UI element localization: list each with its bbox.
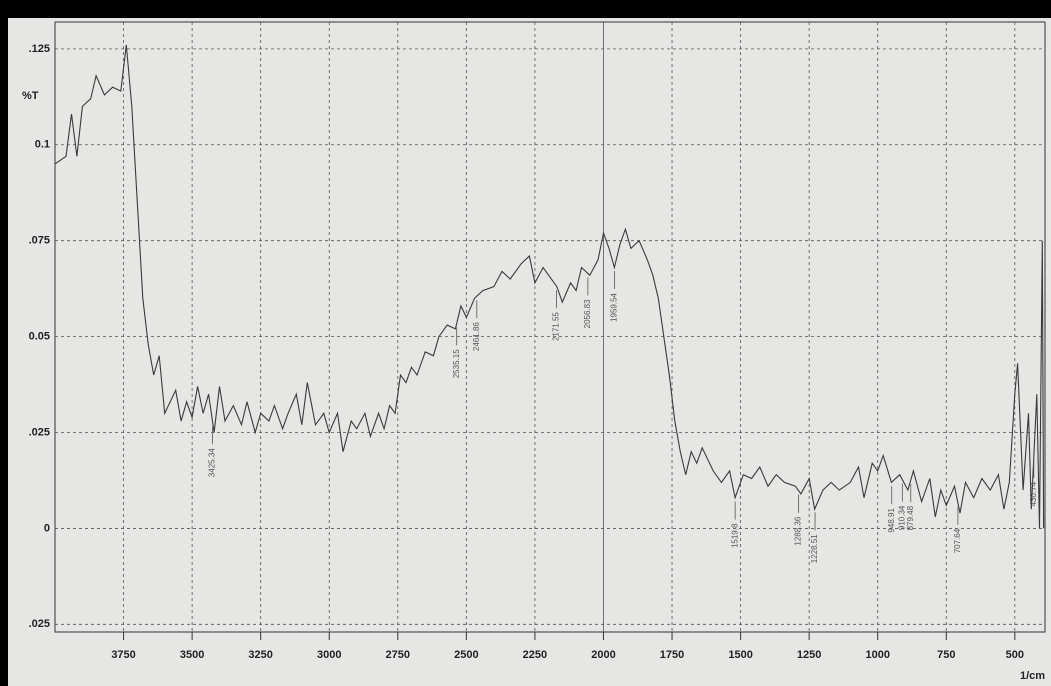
plot-frame bbox=[54, 21, 1046, 633]
x-tick-label: 1750 bbox=[660, 649, 684, 661]
y-tick-label: .025 bbox=[29, 426, 50, 438]
x-tick-label: 500 bbox=[1006, 649, 1024, 661]
peak-label: 879.48 bbox=[906, 505, 915, 530]
x-tick-label: 2750 bbox=[386, 649, 410, 661]
y-axis-label: %T bbox=[22, 90, 39, 102]
peak-label: 948.91 bbox=[887, 508, 896, 533]
x-tick-label: 1500 bbox=[728, 649, 752, 661]
peak-label: 1959.54 bbox=[610, 292, 619, 321]
x-tick-label: 3500 bbox=[180, 649, 204, 661]
peak-label: 707.64 bbox=[953, 528, 962, 553]
x-tick-label: 2000 bbox=[591, 649, 615, 661]
x-axis-label: 1/cm bbox=[1020, 670, 1045, 682]
x-tick-label: 750 bbox=[937, 649, 955, 661]
peak-label: 3425.34 bbox=[208, 448, 217, 477]
x-tick-label: 2500 bbox=[454, 649, 478, 661]
x-tick-label: 3000 bbox=[317, 649, 341, 661]
peak-label: 2461.86 bbox=[472, 322, 481, 351]
spectrum-line bbox=[54, 44, 1045, 529]
peak-label: 430.74 bbox=[1029, 481, 1038, 506]
x-tick-label: 3750 bbox=[111, 649, 135, 661]
y-tick-label: 0.1 bbox=[35, 139, 50, 151]
y-tick-label: 0 bbox=[44, 522, 50, 534]
y-tick-label: .075 bbox=[29, 235, 50, 247]
y-tick-label: .025 bbox=[29, 618, 50, 630]
y-tick-label: .125 bbox=[29, 43, 50, 55]
x-tick-label: 3250 bbox=[248, 649, 272, 661]
paper bbox=[8, 18, 1051, 686]
peak-label: 2535.15 bbox=[452, 349, 461, 378]
peak-label: 2171.55 bbox=[552, 312, 561, 341]
peak-label: 2056.83 bbox=[583, 299, 592, 328]
x-tick-label: 1000 bbox=[865, 649, 889, 661]
x-tick-label: 2250 bbox=[523, 649, 547, 661]
x-tick-label: 1250 bbox=[797, 649, 821, 661]
peak-label: 1288.36 bbox=[794, 516, 803, 545]
peak-label: 1519.8 bbox=[730, 523, 739, 548]
peak-label: 1228.51 bbox=[810, 534, 819, 563]
peak-label: 910.34 bbox=[897, 505, 906, 530]
y-tick-label: 0.05 bbox=[29, 330, 50, 342]
